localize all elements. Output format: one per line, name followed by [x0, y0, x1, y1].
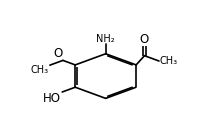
Text: CH₃: CH₃ [31, 66, 49, 75]
Text: HO: HO [43, 92, 61, 105]
Text: NH₂: NH₂ [96, 34, 115, 44]
Text: O: O [140, 33, 149, 46]
Text: O: O [53, 47, 62, 60]
Text: CH₃: CH₃ [160, 56, 178, 66]
